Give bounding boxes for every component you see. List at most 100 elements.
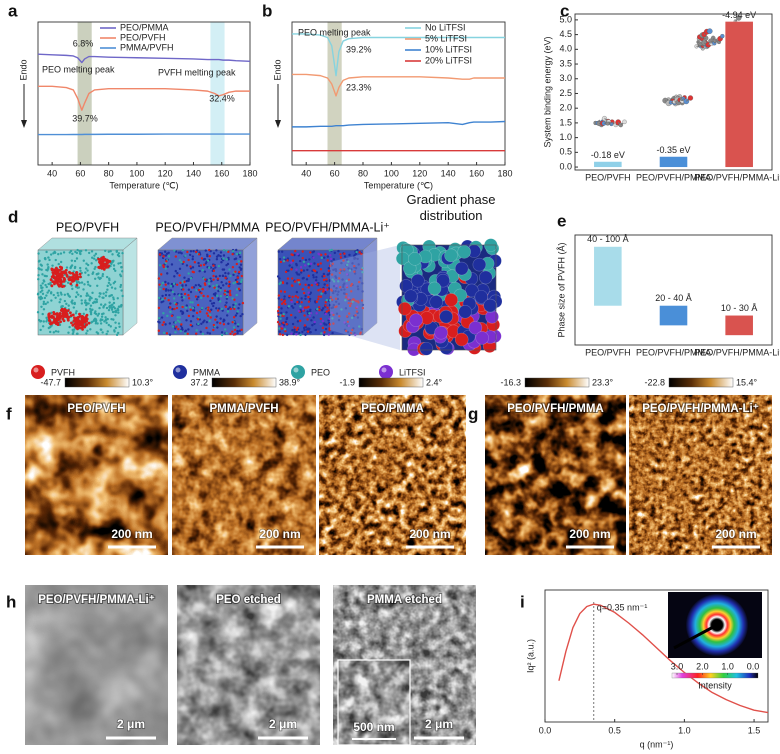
atom-dot bbox=[164, 323, 167, 326]
atom-dot bbox=[229, 307, 233, 311]
pvfh-dot bbox=[69, 271, 72, 275]
atom-dot bbox=[211, 296, 214, 300]
atom-dot bbox=[221, 268, 224, 271]
atom-dot bbox=[300, 301, 303, 304]
scale-bar-label: 2 μm bbox=[425, 717, 453, 731]
atom-dot bbox=[203, 282, 207, 285]
colorbar-max: 38.9° bbox=[279, 377, 301, 387]
atom-dot bbox=[308, 314, 311, 318]
atom-dot bbox=[338, 315, 341, 318]
atom-dot bbox=[358, 251, 361, 254]
atom-dot bbox=[110, 308, 114, 311]
annotation: 39.7% bbox=[72, 113, 98, 123]
pvfh-dot bbox=[64, 271, 68, 275]
pvfh-dot bbox=[66, 309, 70, 312]
atom-dot bbox=[304, 333, 307, 336]
atom-dot bbox=[231, 297, 234, 300]
atom-dot bbox=[174, 269, 177, 273]
atom-dot bbox=[222, 248, 226, 252]
scale-bar-label: 200 nm bbox=[569, 527, 610, 541]
atom-dot bbox=[238, 251, 242, 254]
atom-dot bbox=[206, 331, 209, 335]
atom-dot bbox=[38, 268, 41, 271]
atom-dot bbox=[346, 330, 350, 334]
atom-dot bbox=[359, 332, 362, 335]
atom-dot bbox=[327, 309, 330, 312]
atom-dot bbox=[84, 271, 87, 274]
atom-dot bbox=[298, 331, 301, 335]
atom-dot bbox=[238, 255, 242, 259]
x-tick-label: 140 bbox=[441, 168, 456, 178]
atom-dot bbox=[104, 303, 107, 306]
atom-dot bbox=[227, 322, 230, 325]
atom-dot bbox=[241, 301, 245, 305]
bar bbox=[659, 156, 688, 168]
pvfh-dot bbox=[105, 261, 109, 264]
atom-dot bbox=[323, 256, 326, 259]
atom-dot bbox=[40, 286, 43, 290]
atom-dot bbox=[342, 268, 346, 271]
atom-dot bbox=[108, 301, 111, 304]
atom-dot bbox=[224, 328, 227, 331]
atom-dot bbox=[326, 284, 329, 287]
x-axis-label: Temperature (℃) bbox=[364, 180, 433, 190]
atom-dot bbox=[177, 327, 180, 331]
atom-dot bbox=[319, 322, 322, 326]
atom-dot bbox=[92, 257, 96, 260]
atom-dot bbox=[345, 258, 349, 261]
x-tick-label: 140 bbox=[186, 168, 201, 178]
atom-dot bbox=[302, 260, 306, 263]
atom-dot bbox=[228, 280, 231, 284]
atom-dot bbox=[165, 332, 169, 335]
atom-dot bbox=[119, 285, 122, 289]
pvfh-dot bbox=[55, 278, 59, 281]
atom-dot bbox=[324, 301, 327, 304]
zoom-projection bbox=[330, 245, 400, 350]
atom-dot bbox=[160, 252, 164, 255]
atom-dot bbox=[332, 258, 336, 261]
y-tick-label: 4.5 bbox=[559, 29, 572, 39]
atom-dot bbox=[225, 295, 229, 299]
atom-dot bbox=[324, 291, 327, 295]
pvfh-dot bbox=[74, 273, 78, 277]
atom-dot bbox=[101, 318, 104, 322]
atom-dot bbox=[306, 268, 309, 272]
atom-dot bbox=[111, 253, 114, 256]
atom-dot bbox=[328, 272, 331, 275]
atom-dot bbox=[191, 306, 195, 310]
atom-dot bbox=[175, 325, 178, 329]
atom-dot bbox=[187, 272, 190, 275]
atom-dot bbox=[328, 327, 331, 330]
atom-dot bbox=[68, 325, 71, 329]
atom-dot bbox=[312, 276, 315, 279]
atom-dot bbox=[339, 253, 342, 256]
atom-dot bbox=[87, 251, 91, 255]
atom-dot bbox=[324, 304, 327, 307]
plot-frame bbox=[37, 21, 251, 166]
atom-dot bbox=[102, 312, 105, 315]
atom-dot bbox=[219, 254, 222, 258]
legend-marker bbox=[379, 365, 393, 379]
atom-dot bbox=[220, 333, 224, 337]
atom-dot bbox=[281, 333, 285, 337]
atom-dot bbox=[237, 282, 241, 285]
atom-dot bbox=[227, 307, 230, 311]
colorbar-tick-label: 1.0 bbox=[721, 661, 734, 671]
atom-dot bbox=[216, 326, 219, 329]
atom-dot bbox=[301, 330, 304, 334]
pvfh-dot bbox=[101, 260, 104, 264]
atom-dot bbox=[348, 269, 352, 272]
atom-dot bbox=[207, 306, 210, 309]
atom-dot bbox=[89, 313, 93, 316]
atom bbox=[622, 119, 627, 125]
atom-dot bbox=[70, 259, 74, 262]
atom-dot bbox=[164, 267, 167, 270]
atom-dot bbox=[98, 306, 101, 310]
pvfh-dot bbox=[48, 319, 52, 323]
gradient-zoom bbox=[395, 238, 503, 357]
atom-dot bbox=[195, 332, 198, 335]
atom-dot bbox=[313, 262, 316, 265]
atom-dot bbox=[233, 328, 237, 332]
atom-dot bbox=[349, 331, 353, 335]
atom-dot bbox=[169, 285, 173, 288]
